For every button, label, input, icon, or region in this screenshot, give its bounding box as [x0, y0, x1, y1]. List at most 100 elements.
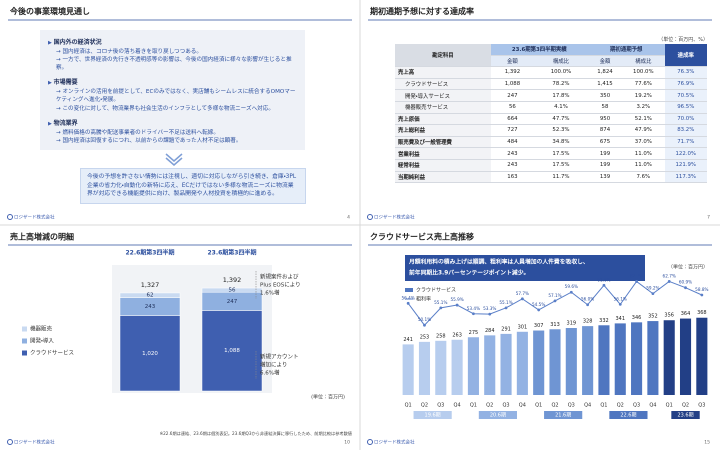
line-point: [635, 280, 638, 283]
bar-label: 356: [664, 313, 674, 319]
table-cell: 58: [587, 101, 623, 114]
column-header: 構成比: [534, 55, 588, 68]
bar: [516, 331, 528, 395]
table-cell: 56: [490, 101, 535, 114]
section-heading: 市場需要: [48, 77, 297, 86]
group-label: 22.6期: [620, 413, 636, 419]
x-tick-label: Q3: [633, 403, 640, 409]
chevron: [165, 157, 183, 166]
section-heading: 物流業界: [48, 118, 297, 127]
category-label: 22.6期第3四半期: [126, 249, 175, 257]
bar-segment: [201, 287, 263, 293]
x-tick-label: Q3: [437, 403, 444, 409]
table-cell: 199: [587, 147, 623, 160]
table-cell: 11.7%: [534, 171, 588, 184]
bar: [451, 339, 463, 395]
table-cell: 664: [490, 113, 535, 126]
line-point: [618, 302, 622, 306]
table-cell: 484: [490, 136, 535, 149]
column-header: 構成比: [622, 55, 665, 68]
group-label: 21.6期: [555, 413, 571, 419]
header-row: 金額 構成比 金額 構成比: [395, 55, 707, 68]
bar-label: 258: [436, 333, 446, 339]
table-cell: 売上原価: [395, 113, 491, 126]
table-row: 経常利益 243 17.5% 199 11.0% 121.9%: [395, 159, 707, 172]
bar: [500, 333, 512, 395]
bar: [467, 337, 479, 395]
group-header: 期初通期予想: [587, 44, 665, 56]
annotation: 新規案件および: [260, 273, 299, 281]
bar-label: 352: [648, 314, 658, 320]
total-label: 1,327: [141, 281, 160, 289]
section-line: → 国内経済は回復するにつれ、以前からの課題であった人材不足は顕著。: [56, 137, 242, 144]
line-point: [455, 303, 459, 307]
table-cell: 開発・導入サービス: [395, 89, 491, 102]
table-cell: 17.8%: [534, 89, 588, 102]
subtitle: 月額利用料の積み上げは順調、粗利率は人員増加の人件費を吸収し、: [408, 258, 589, 266]
line-point: [520, 297, 524, 301]
page-number: 10: [344, 440, 350, 446]
table-row: 営業利益 243 17.5% 199 11.0% 122.0%: [395, 147, 707, 160]
table-cell: 247: [490, 89, 535, 102]
bar-label: 332: [599, 318, 609, 324]
bar: [582, 326, 594, 395]
x-tick-label: Q3: [698, 403, 705, 409]
section-line: → 国内経済は、コロナ後の落ち着きを取り戻しつつある。: [56, 49, 202, 55]
bar-label: 301: [518, 324, 528, 330]
bar: [435, 340, 447, 395]
table-cell: 機器販売サービス: [395, 101, 491, 114]
bar: [631, 322, 643, 395]
segment-label: 1,020: [142, 351, 158, 357]
annotation: 6.6%増: [260, 369, 280, 377]
group-box: [413, 411, 452, 419]
bar: [533, 330, 545, 395]
bar-label: 284: [485, 328, 495, 334]
legend-swatch: [405, 288, 413, 292]
table-row: 売上高 1,392 100.0% 1,824 100.0% 76.3%: [395, 66, 707, 79]
group-box: [609, 411, 648, 419]
bar-label: 328: [583, 319, 593, 325]
bar-label: 263: [452, 332, 462, 338]
column-header: 金額: [490, 55, 535, 68]
table-cell: 経常利益: [395, 159, 491, 172]
section-line: → この変化に対して、物流業界も社会生活のインフラとして多様な物流ニーズへ対応。: [56, 105, 274, 112]
legend-swatch: [22, 338, 27, 344]
table-row: 売上総利益 727 52.3% 874 47.9% 83.2%: [395, 124, 707, 137]
x-tick-label: Q4: [454, 403, 461, 409]
table-cell: 350: [587, 89, 623, 102]
line-label: 58.8%: [695, 287, 708, 292]
slide-title: クラウドサービス売上高推移: [370, 232, 474, 242]
line-label: 61.6%: [597, 277, 610, 282]
table-cell: 950: [587, 113, 623, 126]
bar: [614, 323, 626, 395]
legend-label: 機器販売: [30, 325, 53, 333]
page-number: 4: [347, 215, 350, 221]
legend-label: クラウドサービス: [416, 287, 456, 294]
group-label: 20.6期: [490, 413, 506, 419]
bar: [418, 341, 431, 395]
line-label: 59.2%: [646, 286, 659, 291]
table-cell: 100.0%: [534, 66, 588, 79]
achievement-table: 勘定科目 23.6期第3四半期実績 期初通期予想 達成率 金額 構成比 金額 構成比 売上高 1,…: [395, 44, 707, 184]
line-point: [488, 312, 492, 316]
table-cell: 122.0%: [664, 147, 707, 160]
bar-label: 364: [681, 311, 691, 317]
x-tick-label: Q1: [666, 403, 673, 409]
segment-label: 247: [227, 299, 238, 305]
subtitle: 前年同期比3.9パーセンテージポイント減少。: [409, 269, 529, 277]
logo-mark: [367, 214, 373, 220]
section-line: → 燃料価格の高騰や配送事業者のドライバー不足は送料へ転嫁。: [56, 129, 219, 136]
table-cell: 1,392: [490, 66, 535, 79]
bar: [484, 335, 496, 395]
table-cell: 52.3%: [534, 124, 588, 137]
line-label: 57.7%: [516, 291, 529, 296]
x-tick-label: Q1: [470, 403, 477, 409]
table-cell: 139: [587, 171, 623, 184]
table-cell: 77.6%: [622, 78, 665, 91]
column-header: 達成率: [664, 44, 707, 68]
legend-swatch: [22, 350, 27, 356]
section: 物流業界 → 燃料価格の高騰や配送事業者のドライバー不足は送料へ転嫁。→ 国内経済…: [48, 118, 297, 145]
x-tick-label: Q3: [502, 403, 509, 409]
table-row: 機器販売サービス 56 4.1% 58 3.2% 96.5%: [395, 101, 707, 114]
x-tick-label: Q1: [535, 403, 542, 409]
